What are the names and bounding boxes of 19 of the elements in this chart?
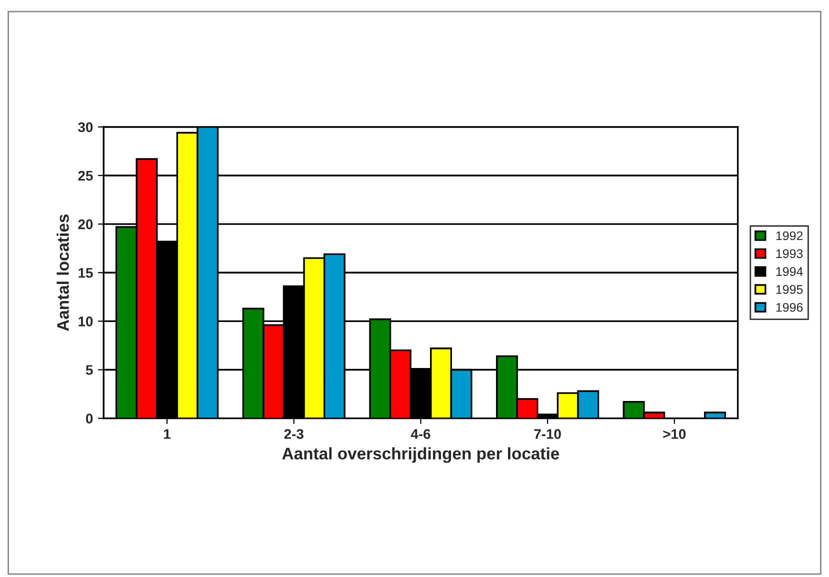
x-axis-title: Aantal overschrijdingen per locatie — [282, 447, 560, 463]
legend-label: 1995 — [776, 285, 803, 294]
y-tick-label: 15 — [78, 268, 93, 278]
y-tick-label: 30 — [78, 122, 93, 132]
y-tick-label: 25 — [78, 170, 93, 181]
x-tick-label: 7-10 — [534, 429, 561, 439]
y-axis-title: Aantal locaties — [56, 214, 69, 332]
y-tick-label: 0 — [86, 414, 93, 424]
x-tick-label: 4-6 — [410, 429, 430, 439]
x-tick-label: >10 — [663, 429, 686, 439]
legend-label: 1996 — [776, 302, 803, 312]
legend-label: 1992 — [776, 231, 803, 240]
y-tick-label: 20 — [78, 219, 93, 230]
x-tick-label: 2-3 — [284, 429, 304, 439]
x-tick-label: 1 — [164, 429, 171, 439]
legend-label: 1993 — [776, 249, 803, 258]
legend-label: 1994 — [776, 267, 803, 276]
y-tick-label: 5 — [86, 365, 93, 375]
y-tick-label: 10 — [78, 316, 93, 326]
